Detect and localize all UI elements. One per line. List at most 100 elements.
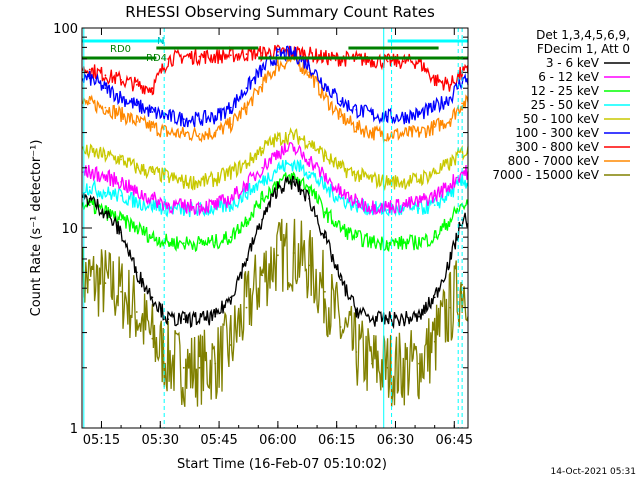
data-point	[261, 68, 264, 71]
data-point	[418, 113, 420, 116]
x-tick-label: 05:45	[200, 433, 237, 448]
data-point	[292, 147, 295, 150]
data-point	[104, 176, 107, 178]
data-point	[151, 204, 154, 207]
data-point	[167, 131, 170, 134]
series-line	[82, 175, 469, 330]
data-point	[214, 131, 217, 134]
legend: Det 1,3,4,5,6,9,FDecim 1, Att 03 - 6 keV…	[492, 28, 630, 182]
data-point	[229, 197, 232, 200]
data-point	[339, 197, 342, 200]
series-line	[82, 171, 469, 253]
series-25-50-kev	[82, 159, 469, 218]
series-line	[82, 218, 469, 407]
data-point	[308, 186, 311, 189]
data-point	[245, 106, 248, 109]
data-point	[135, 83, 138, 86]
data-point	[418, 201, 420, 203]
data-point	[229, 296, 232, 299]
data-point	[167, 241, 170, 244]
legend-label: 25 - 50 keV	[531, 98, 600, 112]
data-point	[151, 197, 154, 200]
data-point	[135, 201, 138, 203]
series-6-12-kev	[82, 142, 469, 217]
data-point	[324, 186, 326, 189]
data-point	[104, 154, 107, 157]
data-point	[88, 171, 91, 174]
data-point	[371, 205, 373, 208]
data-point	[277, 54, 279, 57]
y-tick-label: 1	[70, 422, 78, 437]
data-point	[135, 271, 138, 274]
data-point	[402, 60, 405, 63]
data-point	[386, 366, 389, 369]
data-point	[277, 254, 279, 257]
data-point	[135, 227, 138, 229]
data-point	[135, 191, 138, 194]
data-point	[339, 100, 342, 103]
data-point	[371, 59, 373, 62]
data-point	[339, 166, 342, 169]
data-point	[88, 204, 91, 207]
data-point	[214, 115, 217, 118]
data-point	[433, 340, 436, 343]
data-point	[151, 126, 154, 128]
data-point	[418, 60, 420, 63]
data-point	[433, 204, 436, 207]
data-point	[229, 171, 232, 174]
data-point	[386, 205, 389, 208]
data-point	[371, 178, 373, 181]
data-point	[261, 197, 264, 200]
data-point	[182, 133, 185, 135]
data-point	[277, 186, 279, 189]
data-point	[292, 52, 295, 54]
legend-header: Det 1,3,4,5,6,9,	[536, 28, 630, 42]
series-line	[82, 45, 469, 128]
data-point	[245, 162, 248, 165]
data-point	[214, 241, 217, 244]
data-point	[135, 104, 138, 107]
series-layer	[82, 44, 469, 407]
data-point	[386, 60, 389, 63]
data-point	[198, 318, 201, 321]
data-point	[198, 118, 201, 121]
data-point	[182, 55, 185, 58]
x-tick-label: 05:15	[83, 433, 120, 448]
data-point	[339, 227, 342, 229]
data-point	[449, 258, 452, 260]
data-point	[198, 366, 201, 369]
data-point	[120, 79, 122, 81]
data-point	[402, 242, 405, 245]
chart-title: RHESSI Observing Summary Count Rates	[125, 3, 435, 21]
data-point	[339, 115, 342, 118]
data-point	[245, 218, 248, 221]
series-line	[82, 50, 469, 144]
timestamp-label: 14-Oct-2021 05:31	[551, 467, 636, 477]
data-point	[167, 204, 170, 207]
legend-label: 7000 - 15000 keV	[492, 168, 599, 182]
data-point	[198, 205, 201, 208]
data-point	[339, 326, 342, 328]
x-tick-label: 06:30	[377, 433, 414, 448]
series-3-6-kev	[82, 175, 469, 330]
data-point	[339, 279, 342, 281]
data-point	[88, 197, 91, 200]
data-point	[104, 211, 107, 214]
data-point	[88, 102, 91, 105]
data-point	[167, 358, 170, 361]
data-point	[135, 311, 138, 313]
data-point	[167, 115, 170, 118]
legend-header: FDecim 1, Att 0	[537, 42, 630, 56]
data-point	[371, 362, 373, 365]
series-7000-15000-kev	[82, 218, 469, 407]
data-point	[371, 318, 373, 321]
data-point	[292, 181, 295, 183]
data-point	[449, 83, 452, 86]
data-point	[277, 64, 279, 67]
data-point	[461, 151, 463, 153]
data-point	[88, 77, 91, 80]
data-point	[104, 106, 107, 109]
series-12-25-kev	[82, 171, 469, 253]
data-point	[386, 209, 389, 211]
data-point	[461, 102, 463, 105]
